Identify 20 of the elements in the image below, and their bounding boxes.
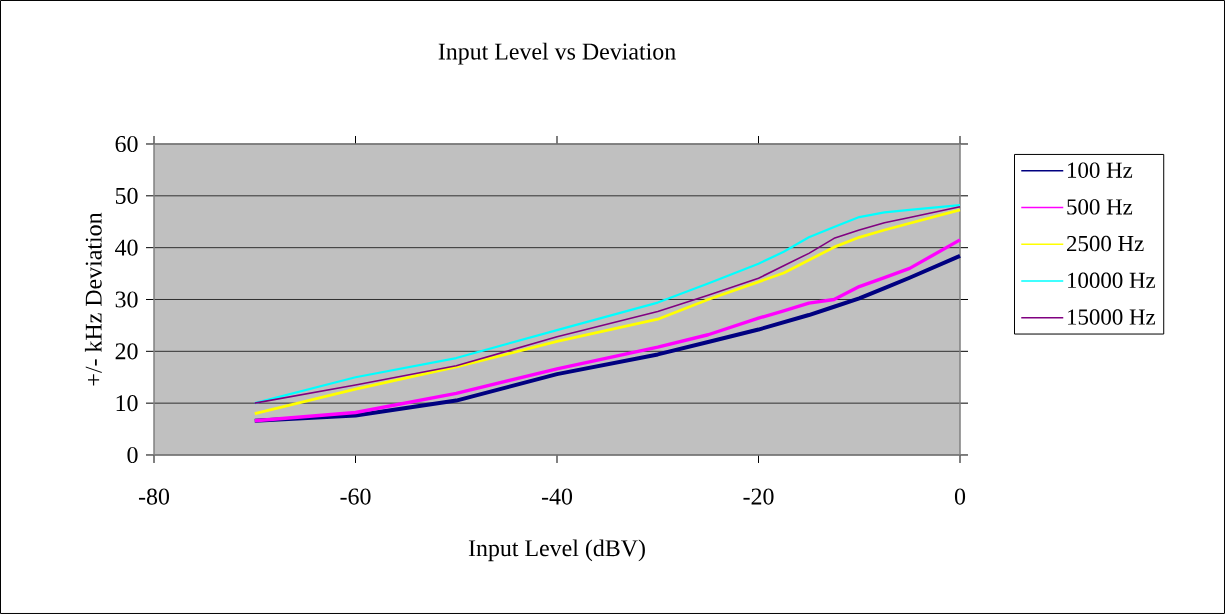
y-tick-label: 0 bbox=[127, 446, 138, 464]
legend-label: 100 Hz bbox=[1068, 162, 1133, 178]
chart-title: Input Level vs Deviation bbox=[438, 42, 676, 65]
legend-label: 10000 Hz bbox=[1068, 272, 1156, 289]
y-tick-label: 20 bbox=[115, 343, 138, 360]
y-axis-title: +/- kHz Deviation bbox=[84, 212, 102, 386]
x-tick-label: 0 bbox=[954, 488, 966, 505]
y-tick-label: 50 bbox=[115, 187, 138, 204]
x-tick-label: -40 bbox=[541, 488, 573, 505]
y-tick-label: 60 bbox=[115, 135, 138, 153]
x-tick-label: -60 bbox=[340, 488, 371, 505]
y-tick-label: 40 bbox=[115, 239, 138, 256]
x-tick-label: -80 bbox=[138, 488, 170, 505]
legend-label: 500 Hz bbox=[1067, 199, 1133, 215]
y-tick-label: 10 bbox=[116, 395, 138, 412]
x-axis-title: Input Level (dBV) bbox=[468, 539, 645, 562]
legend-label: 15000 Hz bbox=[1068, 309, 1156, 325]
x-tick-label: -20 bbox=[743, 488, 774, 505]
legend-label: 2500 Hz bbox=[1067, 235, 1144, 252]
y-tick-label: 30 bbox=[115, 291, 138, 308]
